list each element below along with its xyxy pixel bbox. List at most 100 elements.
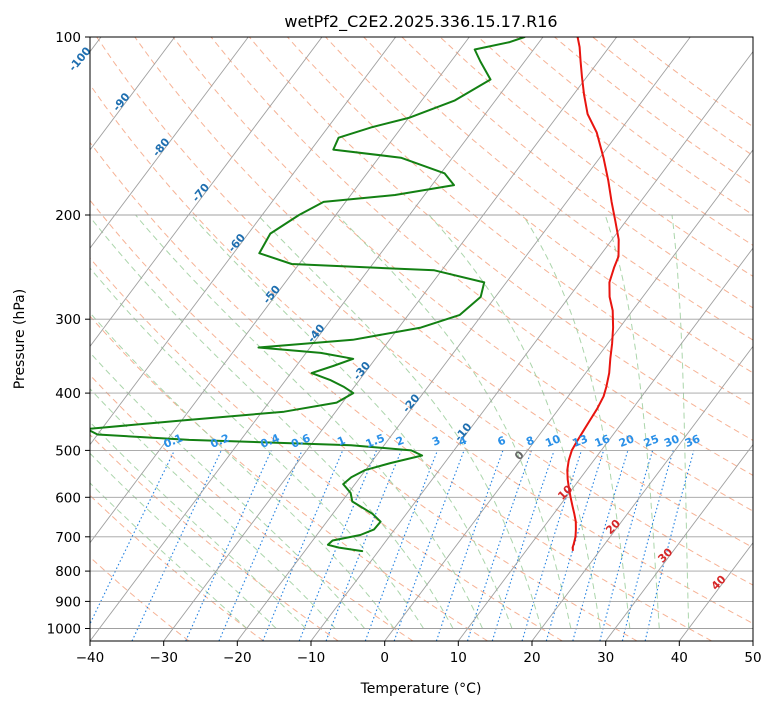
background-line-labels: 0.1 0.2 0.4 0.6 1 1.5 2 3 4 6 8 10 13 16 20 25 30 36-100-… xyxy=(66,44,729,592)
y-tick-label: 300 xyxy=(55,312,81,328)
mixing-ratio-line xyxy=(185,450,272,641)
mixing-ratio-label: 0.6 xyxy=(289,431,312,450)
isotherm-line xyxy=(605,443,753,641)
isotherm-line xyxy=(310,50,753,641)
isotherm-label: -60 xyxy=(225,231,248,255)
y-tick-label: 1000 xyxy=(47,622,81,638)
mixing-ratio-line xyxy=(325,450,402,641)
mixing-ratio-line xyxy=(393,450,465,641)
mixing-ratio-line xyxy=(545,450,605,641)
mixing-ratio-label: 36 xyxy=(683,432,702,450)
mixing-ratio-line xyxy=(521,450,583,641)
moist-adiabat xyxy=(90,216,454,629)
warm-isotherm-label: 30 xyxy=(655,545,675,565)
warm-isotherm-label: 20 xyxy=(603,517,623,537)
moist-adiabat xyxy=(257,214,542,629)
x-axis: −40 −30 −20 −10 0 10 20 30 40 50 xyxy=(76,641,762,666)
mixing-ratio-label: 3 xyxy=(430,434,442,449)
dry-adiabat xyxy=(134,37,753,549)
x-tick-label: 50 xyxy=(744,650,761,666)
mixing-ratio-label: 0.1 xyxy=(162,431,185,450)
x-tick-label: 30 xyxy=(597,650,614,666)
x-tick-label: 0 xyxy=(380,650,389,666)
mixing-ratio-label: 8 xyxy=(524,434,536,449)
moist-adiabat xyxy=(90,312,395,629)
moist-adiabat xyxy=(671,214,690,629)
dry-adiabat xyxy=(90,374,414,641)
dry-adiabat xyxy=(90,556,190,641)
moist-adiabat xyxy=(190,214,513,629)
mixing-ratio-line xyxy=(90,450,175,626)
mixing-ratio-label: 25 xyxy=(642,432,661,450)
dry-adiabat xyxy=(96,37,753,586)
isotherm-label: -30 xyxy=(351,359,374,383)
dry-adiabat xyxy=(363,37,753,341)
dry-adiabat xyxy=(439,37,753,277)
dry-adiabat xyxy=(172,37,753,512)
dry-adiabat xyxy=(477,37,753,246)
mixing-ratio-line xyxy=(599,450,654,641)
x-tick-label: 40 xyxy=(671,650,688,666)
mixing-ratio-line xyxy=(435,450,504,641)
mixing-ratio-line xyxy=(572,450,629,641)
mixing-ratio-label: 6 xyxy=(496,434,508,449)
isotherm-line xyxy=(90,37,470,544)
y-tick-label: 700 xyxy=(55,530,81,546)
isotherm-label: -20 xyxy=(400,391,423,415)
x-tick-label: 20 xyxy=(523,650,540,666)
mixing-ratio-line xyxy=(466,450,533,641)
y-tick-label: 100 xyxy=(55,30,81,46)
y-tick-label: 900 xyxy=(55,594,81,610)
mixing-ratio-label: 30 xyxy=(662,432,681,450)
x-tick-label: 10 xyxy=(450,650,467,666)
mixing-ratio-line xyxy=(621,450,674,641)
isotherm-line xyxy=(678,541,753,641)
mixing-ratio-label: 1 xyxy=(335,434,347,449)
mixing-ratio-line xyxy=(364,450,439,641)
y-tick-label: 800 xyxy=(55,564,81,580)
y-tick-label: 400 xyxy=(55,386,81,402)
dry-adiabat xyxy=(401,37,753,309)
isotherm-line xyxy=(163,37,618,641)
mixing-ratio-line xyxy=(262,450,344,641)
dry-adiabat xyxy=(248,37,753,441)
mixing-ratio-label: 0.4 xyxy=(259,431,282,450)
mixing-ratio-label: 13 xyxy=(571,432,590,450)
isotherm-label: -70 xyxy=(189,181,212,205)
dry-adiabat xyxy=(90,257,563,641)
isotherm-line xyxy=(90,37,176,151)
mixing-ratio-line xyxy=(491,450,555,641)
background-lines xyxy=(90,37,753,641)
warm-isotherm-label: 40 xyxy=(709,572,729,592)
dry-adiabat xyxy=(90,141,712,641)
dry-adiabat xyxy=(90,315,488,641)
isotherm-line xyxy=(90,37,249,249)
mixing-ratio-label: 16 xyxy=(593,432,612,450)
moist-adiabat xyxy=(90,388,336,629)
isotherm-line xyxy=(752,640,753,641)
series-lines xyxy=(90,37,620,553)
y-axis-label: Pressure (hPa) xyxy=(12,289,28,389)
x-axis-label: Temperature (°C) xyxy=(360,681,482,697)
chart-title: wetPf2_C2E2.2025.336.15.17.R16 xyxy=(284,12,557,32)
moist-adiabat xyxy=(337,214,572,629)
x-tick-label: −40 xyxy=(76,650,105,666)
isotherm-label: -80 xyxy=(150,135,173,159)
mixing-ratio-label: 0.2 xyxy=(209,431,232,450)
isotherm-label: -50 xyxy=(260,283,283,307)
dry-adiabat xyxy=(210,37,753,476)
isotherm-label: -10 xyxy=(452,420,475,444)
plot-frame xyxy=(89,36,754,642)
y-tick-label: 200 xyxy=(55,208,81,224)
x-tick-label: −30 xyxy=(149,650,178,666)
mixing-ratio-line xyxy=(298,450,378,641)
dry-adiabat xyxy=(90,83,753,625)
isotherm-line xyxy=(90,37,544,641)
mixing-ratio-line xyxy=(218,450,303,641)
x-tick-label: −20 xyxy=(223,650,252,666)
isotherm-line xyxy=(90,37,397,446)
isotherm-line xyxy=(457,247,753,641)
moist-adiabat xyxy=(522,214,631,629)
isotherm-line xyxy=(236,37,691,641)
